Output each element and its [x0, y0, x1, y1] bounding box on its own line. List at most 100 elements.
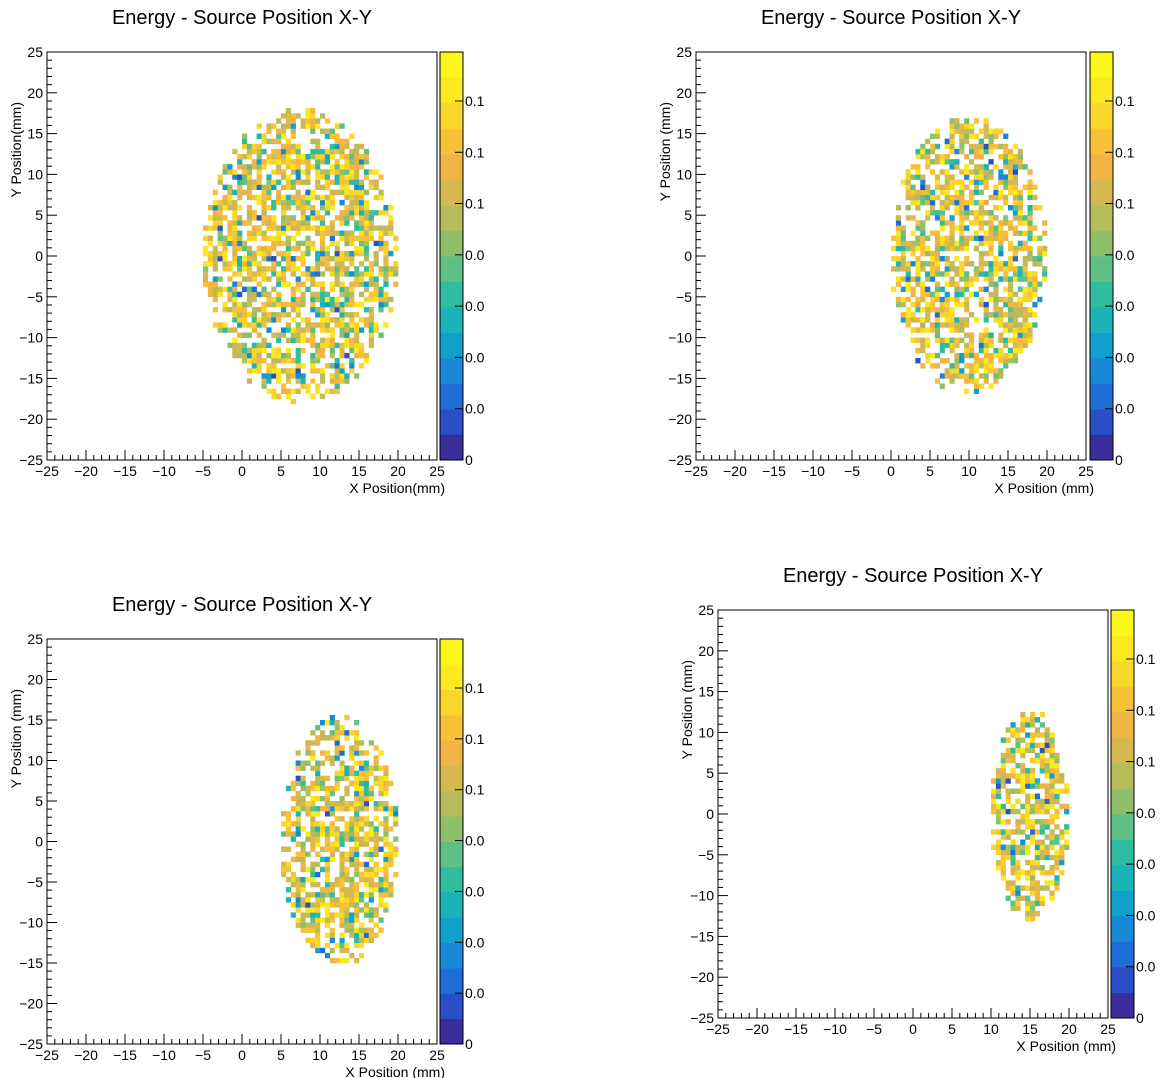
heatmap-cell [285, 897, 292, 903]
heatmap-cell [993, 143, 999, 150]
heatmap-cell [305, 922, 311, 928]
colorbar-band [440, 664, 463, 691]
heatmap-cell [334, 307, 340, 313]
heatmap-cell [959, 205, 965, 211]
x-tick-label: 25 [429, 463, 445, 479]
heatmap-cell [334, 245, 340, 252]
colorbar-tick-label: 0.0 [465, 985, 485, 1001]
heatmap-cell [1022, 164, 1028, 170]
heatmap-cell [949, 322, 955, 328]
heatmap-cell [1049, 763, 1055, 769]
heatmap-cell [237, 261, 243, 267]
heatmap-cell [315, 250, 321, 257]
heatmap-cell [295, 230, 301, 236]
heatmap-cell [954, 164, 960, 170]
heatmap-cell [1020, 768, 1026, 774]
colorbar-band [1090, 281, 1113, 308]
heatmap-cell [373, 210, 379, 216]
heatmap-cell [276, 373, 282, 379]
heatmap-cell [266, 368, 272, 374]
heatmap-cell [354, 942, 360, 949]
heatmap-cell [363, 750, 370, 756]
heatmap-cell [1030, 916, 1036, 922]
heatmap-cell [246, 235, 253, 241]
heatmap-cell [242, 312, 248, 318]
y-tick-label: 0 [35, 834, 43, 850]
heatmap-cell [368, 917, 374, 923]
heatmap-cell [246, 154, 253, 160]
heatmap-cell [261, 347, 267, 354]
heatmap-cell [261, 322, 267, 328]
heatmap-cell [207, 205, 214, 211]
heatmap-cell [368, 831, 374, 837]
heatmap-cell [920, 189, 926, 196]
heatmap-cell [305, 179, 311, 185]
heatmap-cell [344, 806, 350, 812]
heatmap-cell [339, 745, 345, 751]
heatmap-cell [1049, 732, 1055, 738]
heatmap-cell [1003, 276, 1009, 282]
heatmap-cell [251, 296, 257, 303]
heatmap-cell [310, 801, 316, 807]
heatmap-cell [891, 256, 897, 262]
heatmap-cell [207, 261, 214, 267]
heatmap-cell [334, 740, 340, 746]
heatmap-cell [232, 271, 238, 277]
heatmap-cell [973, 118, 980, 124]
heatmap-cell [344, 730, 350, 736]
heatmap-cell [295, 760, 301, 766]
heatmap-cell [1049, 747, 1055, 754]
heatmap-cell [320, 245, 326, 252]
heatmap-cell [1020, 727, 1026, 733]
heatmap-cell [983, 210, 989, 216]
heatmap-cell [237, 189, 243, 196]
heatmap-cell [320, 281, 326, 287]
heatmap-cell [237, 230, 243, 236]
heatmap-cell [349, 765, 355, 771]
heatmap-cell [1012, 271, 1019, 277]
heatmap-cell [334, 841, 340, 847]
heatmap-cell [290, 133, 296, 139]
heatmap-cell [944, 373, 950, 379]
heatmap-cell [949, 307, 955, 313]
y-tick-label: −10 [19, 330, 43, 346]
heatmap-cell [949, 347, 955, 354]
heatmap-cell [256, 332, 262, 338]
heatmap-cell [256, 194, 262, 201]
heatmap-cell [305, 317, 311, 323]
heatmap-cell [1003, 220, 1009, 226]
heatmap-cell [964, 296, 970, 303]
heatmap-cell [329, 846, 335, 852]
heatmap-cell [1012, 266, 1019, 272]
heatmap-cell [305, 235, 311, 241]
heatmap-cell [315, 912, 321, 918]
heatmap-cell [383, 271, 389, 277]
colorbar-frame [1089, 51, 1114, 461]
heatmap-cell [983, 179, 989, 185]
heatmap-cell [900, 301, 906, 308]
heatmap-cell [339, 892, 345, 898]
heatmap-cell [964, 317, 970, 323]
heatmap-cell [305, 897, 311, 903]
heatmap-cell [1017, 220, 1023, 226]
heatmap-cell [910, 301, 916, 308]
heatmap-cell [969, 363, 975, 369]
heatmap-cell [300, 383, 306, 389]
heatmap-cell [271, 220, 277, 226]
heatmap-cell [368, 892, 374, 898]
heatmap-cell [359, 205, 365, 211]
heatmap-cell [232, 169, 238, 175]
heatmap-cell [305, 240, 311, 247]
heatmap-cell [295, 352, 301, 359]
heatmap-cell [315, 836, 321, 842]
y-tick-label: −25 [19, 452, 43, 468]
colorbar-tick-label: 0.0 [465, 883, 485, 899]
heatmap-cell [925, 271, 931, 277]
heatmap-cell [295, 164, 301, 170]
heatmap-cell [905, 184, 911, 190]
heatmap-cell [217, 276, 223, 282]
heatmap-cell [349, 846, 355, 852]
heatmap-cell [915, 301, 921, 308]
heatmap-cell [363, 256, 370, 262]
heatmap-cell [329, 205, 335, 211]
